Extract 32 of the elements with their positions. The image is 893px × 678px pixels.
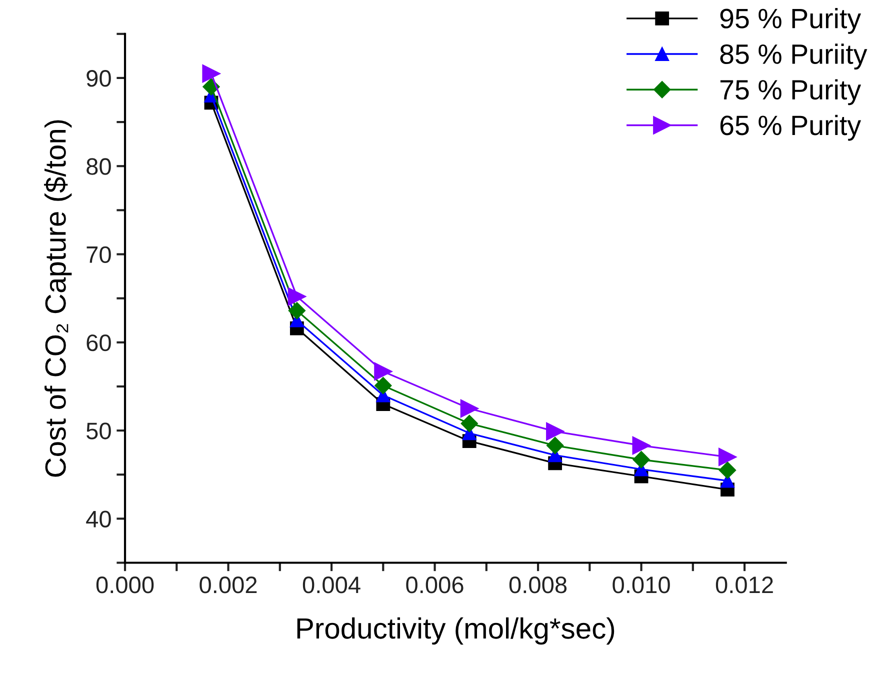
x-tick-label: 0.012 <box>716 576 773 594</box>
point <box>546 422 564 440</box>
legend-label: 65 % Purity <box>720 114 862 141</box>
y-tick-label: 50 <box>86 422 111 440</box>
point <box>632 451 650 468</box>
point <box>288 302 306 320</box>
x-tick-label: 0.010 <box>612 576 670 594</box>
y-tick-label: 40 <box>86 510 111 528</box>
point <box>546 436 564 454</box>
point <box>632 436 650 455</box>
x-tick-label: 0.002 <box>200 576 257 594</box>
y-axis-title: Cost of CO₂ Capture ($/ton) <box>44 120 72 477</box>
x-tick-label: 0.006 <box>406 576 464 594</box>
legend-label: 75 % Purity <box>720 79 862 106</box>
y-tick-label: 70 <box>86 246 111 264</box>
point <box>374 362 392 381</box>
legend-label: 85 % Puriity <box>720 44 868 70</box>
legend-label: 95 % Purity <box>720 8 862 34</box>
y-tick-label: 60 <box>86 334 111 352</box>
x-tick-label: 0.008 <box>509 576 567 594</box>
point <box>718 448 737 466</box>
x-tick-label: 0.004 <box>302 576 360 594</box>
x-tick-label: 0.000 <box>96 576 154 594</box>
y-tick-label: 80 <box>86 158 111 175</box>
x-axis-title: Productivity (mol/kg*sec) <box>297 617 614 645</box>
y-tick-label: 90 <box>86 70 111 87</box>
point <box>718 462 736 479</box>
point <box>288 288 306 306</box>
point <box>460 414 478 432</box>
point <box>202 64 220 83</box>
point <box>374 377 392 394</box>
point <box>460 399 478 418</box>
